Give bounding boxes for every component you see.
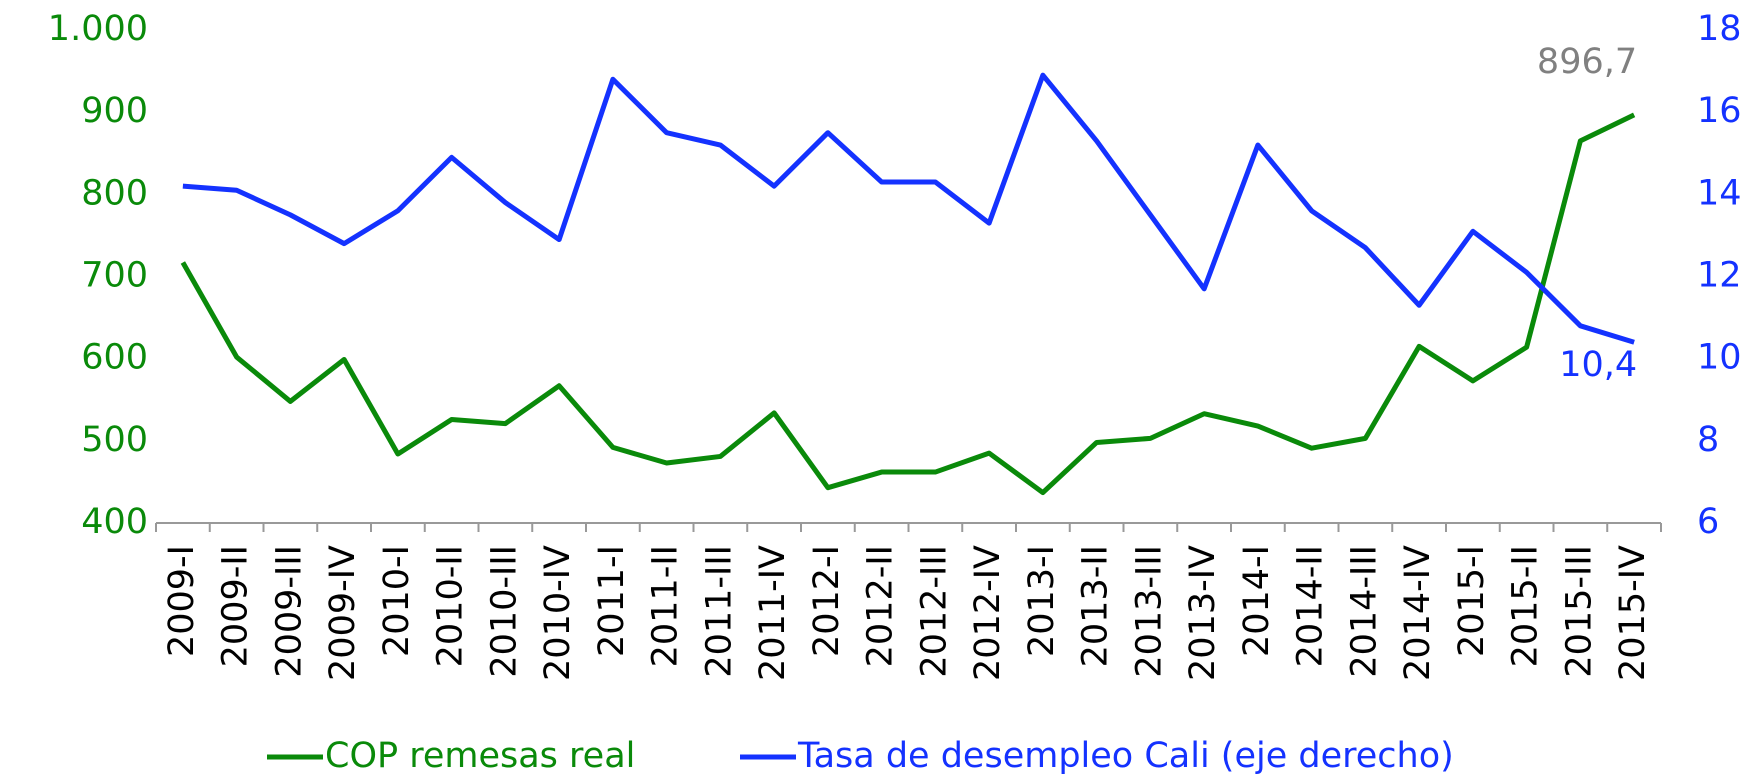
x-tick-label: 2010-III bbox=[484, 545, 524, 678]
x-tick-label: 2011-I bbox=[592, 545, 632, 657]
x-tick-label: 2013-IV bbox=[1183, 545, 1223, 681]
legend-label: Tasa de desempleo Cali (eje derecho) bbox=[797, 736, 1454, 776]
data-label: 10,4 bbox=[1559, 345, 1637, 385]
x-tick-label: 2015-II bbox=[1506, 545, 1546, 667]
x-tick-label: 2010-IV bbox=[538, 545, 578, 681]
y-tick-label: 500 bbox=[81, 420, 148, 460]
x-tick-label: 2012-III bbox=[914, 545, 954, 678]
x-tick-label: 2009-IV bbox=[323, 545, 363, 681]
x-tick-label: 2010-I bbox=[377, 545, 417, 657]
y2-tick-label: 18 bbox=[1697, 9, 1742, 49]
x-tick-label: 2012-I bbox=[807, 545, 847, 657]
x-tick-label: 2013-III bbox=[1129, 545, 1169, 678]
x-tick-label: 2015-IV bbox=[1613, 545, 1653, 681]
x-tick-label: 2014-II bbox=[1291, 545, 1331, 667]
y-tick-label: 400 bbox=[81, 502, 148, 542]
y2-tick-label: 16 bbox=[1697, 91, 1742, 131]
x-tick-label: 2011-IV bbox=[753, 545, 793, 681]
legend-label: COP remesas real bbox=[325, 736, 635, 776]
series-line bbox=[180, 112, 1636, 496]
y-tick-label: 800 bbox=[81, 173, 148, 213]
x-tick-label: 2012-II bbox=[861, 545, 901, 667]
x-tick-label: 2015-I bbox=[1452, 545, 1492, 657]
y-tick-label: 900 bbox=[81, 91, 148, 131]
y-tick-label: 700 bbox=[81, 256, 148, 296]
y2-tick-label: 14 bbox=[1697, 173, 1742, 213]
y2-tick-label: 8 bbox=[1697, 420, 1719, 460]
x-tick-label: 2013-I bbox=[1022, 545, 1062, 657]
y-tick-label: 1.000 bbox=[48, 9, 148, 49]
x-tick-label: 2009-III bbox=[269, 545, 309, 678]
x-tick-label: 2011-II bbox=[646, 545, 686, 667]
series-line bbox=[182, 72, 1635, 345]
x-tick-label: 2009-I bbox=[162, 545, 202, 657]
x-tick-label: 2015-III bbox=[1559, 545, 1599, 678]
y-tick-label: 600 bbox=[81, 338, 148, 378]
y2-tick-label: 6 bbox=[1697, 502, 1719, 542]
x-tick-label: 2014-I bbox=[1237, 545, 1277, 657]
x-tick-label: 2013-II bbox=[1076, 545, 1116, 667]
x-tick-label: 2014-IV bbox=[1398, 545, 1438, 681]
y2-tick-label: 12 bbox=[1697, 256, 1742, 296]
x-tick-label: 2009-II bbox=[216, 545, 256, 667]
x-tick-label: 2012-IV bbox=[968, 545, 1008, 681]
data-label: 896,7 bbox=[1537, 42, 1637, 82]
x-tick-label: 2014-III bbox=[1344, 545, 1384, 678]
x-tick-label: 2010-II bbox=[431, 545, 471, 667]
x-tick-label: 2011-III bbox=[699, 545, 739, 678]
y2-tick-label: 10 bbox=[1697, 338, 1742, 378]
